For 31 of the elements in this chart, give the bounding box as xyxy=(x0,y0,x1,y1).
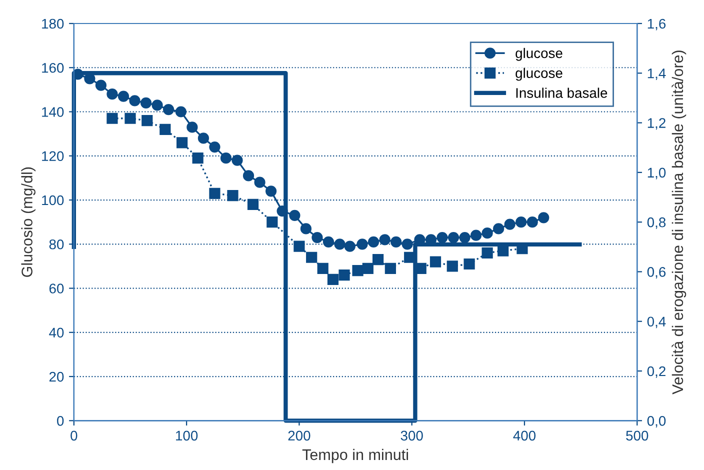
y2-tick-label: 0,0 xyxy=(647,416,666,428)
y2-tick-label: 0,4 xyxy=(647,316,666,328)
y-tick-label: 140 xyxy=(42,107,64,117)
y-tick-label: 0 xyxy=(57,416,64,426)
x-tick-label: 100 xyxy=(176,430,198,441)
y-tick-label: 80 xyxy=(49,239,64,250)
y-tick-label: 100 xyxy=(42,195,64,206)
x-axis-title: Tempo in minuti xyxy=(302,448,408,464)
y-tick-label: 40 xyxy=(49,328,64,338)
y-axis-title: Glucosio (mg/dl) xyxy=(21,167,36,277)
x-tick-label: 200 xyxy=(288,430,310,441)
y2-tick-label: 0,6 xyxy=(647,267,666,279)
y2-tick-label: 1,2 xyxy=(648,118,666,130)
y-tick-label: 20 xyxy=(49,372,64,382)
y2-tick-label: 0,2 xyxy=(647,366,666,378)
x-tick-label: 0 xyxy=(70,430,78,441)
y2-tick-label: 1,6 xyxy=(648,18,666,30)
legend-label: glucose xyxy=(516,48,562,61)
y-tick-label: 160 xyxy=(42,62,64,73)
y2-tick-label: 1,4 xyxy=(648,68,666,80)
y2-axis-title: Velocità di erogazione di insulina basale (unità/ore) xyxy=(672,50,686,394)
x-tick-label: 400 xyxy=(513,430,536,441)
y-tick-label: 180 xyxy=(42,18,64,29)
legend-label: Insulina basale xyxy=(516,88,608,98)
y2-tick-label: 1,0 xyxy=(648,168,666,180)
legend-label: glucose xyxy=(516,68,562,81)
x-tick-label: 500 xyxy=(626,430,648,441)
y-tick-label: 120 xyxy=(42,151,64,162)
y-tick-label: 60 xyxy=(49,284,64,294)
y2-tick-label: 0,8 xyxy=(647,217,666,229)
x-tick-label: 300 xyxy=(400,430,423,441)
